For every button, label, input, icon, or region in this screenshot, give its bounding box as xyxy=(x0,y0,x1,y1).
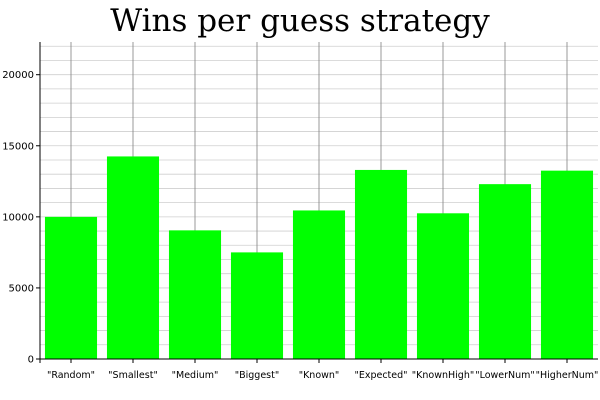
bar xyxy=(354,169,408,359)
y-tick-label: 20000 xyxy=(2,70,34,81)
y-tick-label: 0 xyxy=(28,355,34,366)
x-tick-label: "Smallest" xyxy=(108,370,158,381)
x-tick-label: "HigherNum" xyxy=(536,370,599,381)
x-tick-label: "Known" xyxy=(299,370,340,381)
x-tick-label: "LowerNum" xyxy=(475,370,535,381)
y-tick-label: 10000 xyxy=(2,212,34,223)
bar xyxy=(44,216,98,359)
bar xyxy=(168,230,222,359)
bar xyxy=(292,210,346,359)
labels: 0 5000 10000 15000 20000 "Random" "Smallest" "M… xyxy=(2,70,598,381)
x-tick-label: "Medium" xyxy=(172,370,219,381)
x-tick-label: "KnownHigh" xyxy=(412,370,474,381)
x-tick-label: "Random" xyxy=(47,370,95,381)
x-tick-label: "Biggest" xyxy=(235,370,279,381)
bar xyxy=(478,184,532,359)
y-tick-label: 5000 xyxy=(9,283,34,294)
x-tick-label: "Expected" xyxy=(354,370,407,381)
bar xyxy=(416,213,470,359)
axes xyxy=(36,42,598,363)
bar xyxy=(540,170,594,359)
chart-title: Wins per guess strategy xyxy=(110,3,490,39)
bars xyxy=(44,156,594,359)
bar xyxy=(230,252,284,359)
bar xyxy=(106,156,160,359)
y-tick-label: 15000 xyxy=(2,141,34,152)
